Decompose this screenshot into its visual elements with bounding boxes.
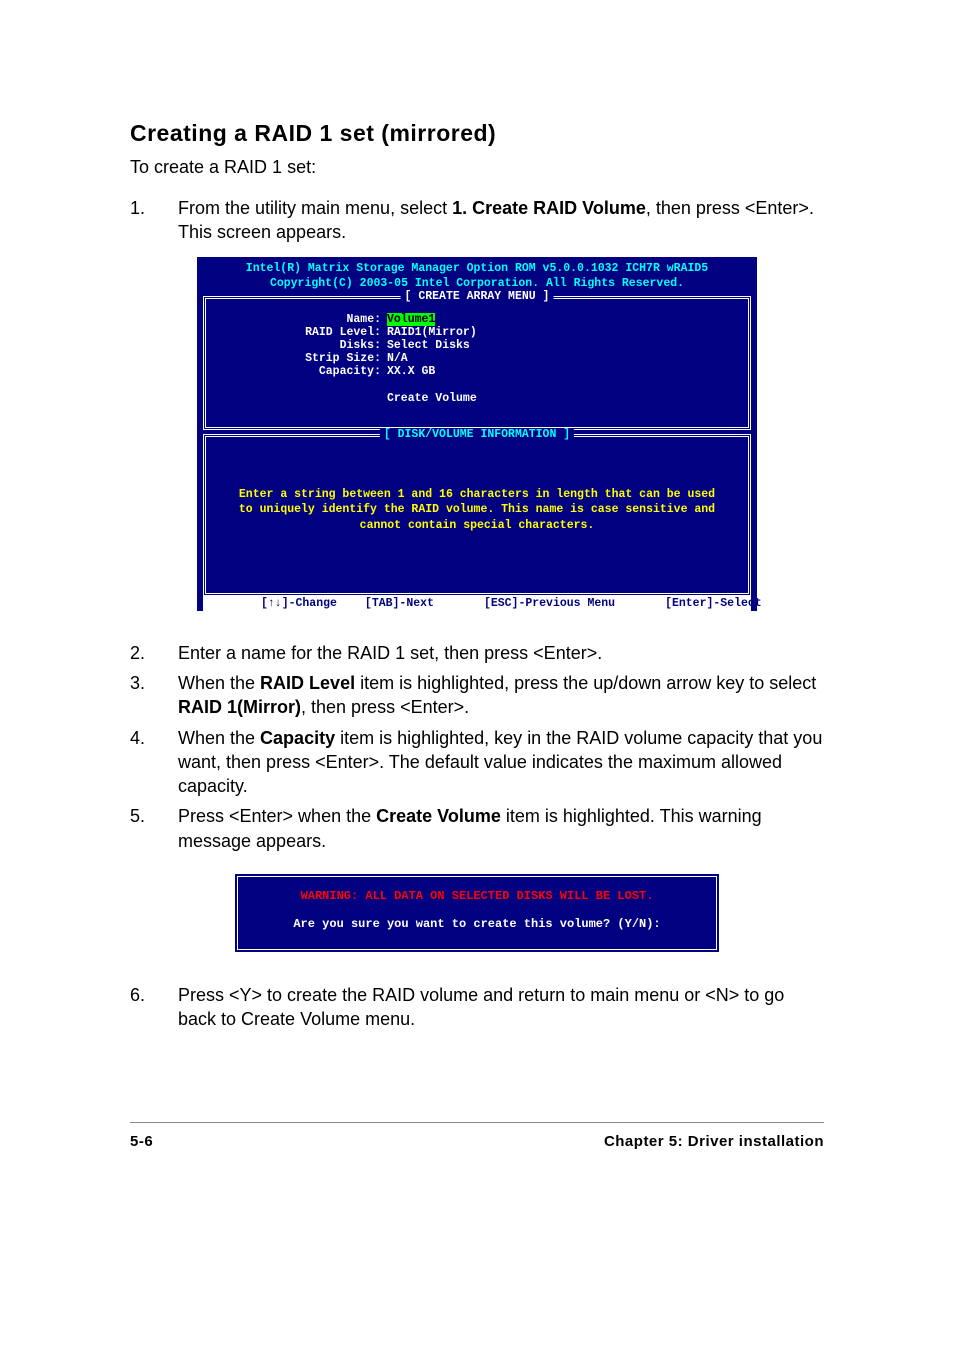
step-bold: Capacity [260,728,335,748]
step-bold: RAID 1(Mirror) [178,697,301,717]
warning-red-text: WARNING: ALL DATA ON SELECTED DISKS WILL… [242,889,712,903]
field-name: Name: Volume1 [216,313,738,326]
steps-list-cont2: 6. Press <Y> to create the RAID volume a… [130,983,824,1032]
footer-key-change: [↑↓]-Change [261,597,337,610]
warning-box: WARNING: ALL DATA ON SELECTED DISKS WILL… [234,873,720,953]
terminal-header: Intel(R) Matrix Storage Manager Option R… [197,257,757,294]
field-key: Capacity: [216,365,387,378]
section-title: Creating a RAID 1 set (mirrored) [130,120,824,147]
step-text: item is highlighted, press the up/down a… [355,673,816,693]
step-num: 4. [130,726,178,799]
field-val: Select Disks [387,339,470,352]
step-text: When the [178,728,260,748]
page-footer: 5-6 Chapter 5: Driver installation [130,1122,824,1150]
help-line: to uniquely identify the RAID volume. Th… [206,502,748,518]
field-raid-level: RAID Level: RAID1(Mirror) [216,326,738,339]
steps-list-cont: 2. Enter a name for the RAID 1 set, then… [130,641,824,853]
warning-prompt: Are you sure you want to create this vol… [242,917,712,931]
step-num: 2. [130,641,178,665]
bios-terminal-screenshot: Intel(R) Matrix Storage Manager Option R… [197,257,757,611]
field-disks: Disks: Select Disks [216,339,738,352]
disk-volume-info-box: [ DISK/VOLUME INFORMATION ] Enter a stri… [203,434,751,596]
field-key: Name: [216,313,387,326]
field-val: N/A [387,352,408,365]
page-number: 5-6 [130,1133,153,1150]
step-text: Press <Y> to create the RAID volume and … [178,983,824,1032]
footer-key-prev: [ESC]-Previous Menu [484,597,615,610]
warning-box-wrap: WARNING: ALL DATA ON SELECTED DISKS WILL… [130,859,824,983]
footer-key-next: [TAB]-Next [365,597,434,610]
field-val-highlighted: Volume1 [387,313,435,326]
step-bold: Create Volume [376,806,501,826]
terminal-header-line1: Intel(R) Matrix Storage Manager Option R… [197,261,757,277]
step-text: Enter a name for the RAID 1 set, then pr… [178,641,824,665]
step-num: 5. [130,804,178,853]
step-1: 1. From the utility main menu, select 1.… [130,196,824,245]
step-text: Press <Enter> when the [178,806,376,826]
help-text: Enter a string between 1 and 16 characte… [206,437,748,534]
step-num: 6. [130,983,178,1032]
field-strip-size: Strip Size: N/A [216,352,738,365]
step-6: 6. Press <Y> to create the RAID volume a… [130,983,824,1032]
step-num: 1. [130,196,178,245]
field-key: Strip Size: [216,352,387,365]
step-text: When the [178,673,260,693]
help-line: Enter a string between 1 and 16 characte… [206,487,748,503]
field-val: XX.X GB [387,365,435,378]
terminal-footer-bar: [↑↓]-Change [TAB]-Next [ESC]-Previous Me… [203,596,751,611]
footer-key-select: [Enter]-Select [665,597,762,610]
chapter-title: Chapter 5: Driver installation [604,1133,824,1150]
step-4: 4. When the Capacity item is highlighted… [130,726,824,799]
step-3: 3. When the RAID Level item is highlight… [130,671,824,720]
create-array-label: [ CREATE ARRAY MENU ] [401,290,554,303]
disk-volume-info-label: [ DISK/VOLUME INFORMATION ] [380,428,574,441]
step-bold: 1. Create RAID Volume [452,198,646,218]
step-2: 2. Enter a name for the RAID 1 set, then… [130,641,824,665]
create-volume-action: Create Volume [216,392,738,405]
step-text: , then press <Enter>. [301,697,469,717]
field-key: RAID Level: [216,326,387,339]
step-text: From the utility main menu, select [178,198,452,218]
step-num: 3. [130,671,178,720]
help-line: cannot contain special characters. [206,518,748,534]
field-key: Disks: [216,339,387,352]
step-bold: RAID Level [260,673,355,693]
field-capacity: Capacity: XX.X GB [216,365,738,378]
document-page: Creating a RAID 1 set (mirrored) To crea… [0,0,954,1190]
intro-text: To create a RAID 1 set: [130,157,824,178]
steps-list: 1. From the utility main menu, select 1.… [130,196,824,245]
step-5: 5. Press <Enter> when the Create Volume … [130,804,824,853]
create-array-menu-box: [ CREATE ARRAY MENU ] Name: Volume1 RAID… [203,296,751,430]
field-val: RAID1(Mirror) [387,326,477,339]
